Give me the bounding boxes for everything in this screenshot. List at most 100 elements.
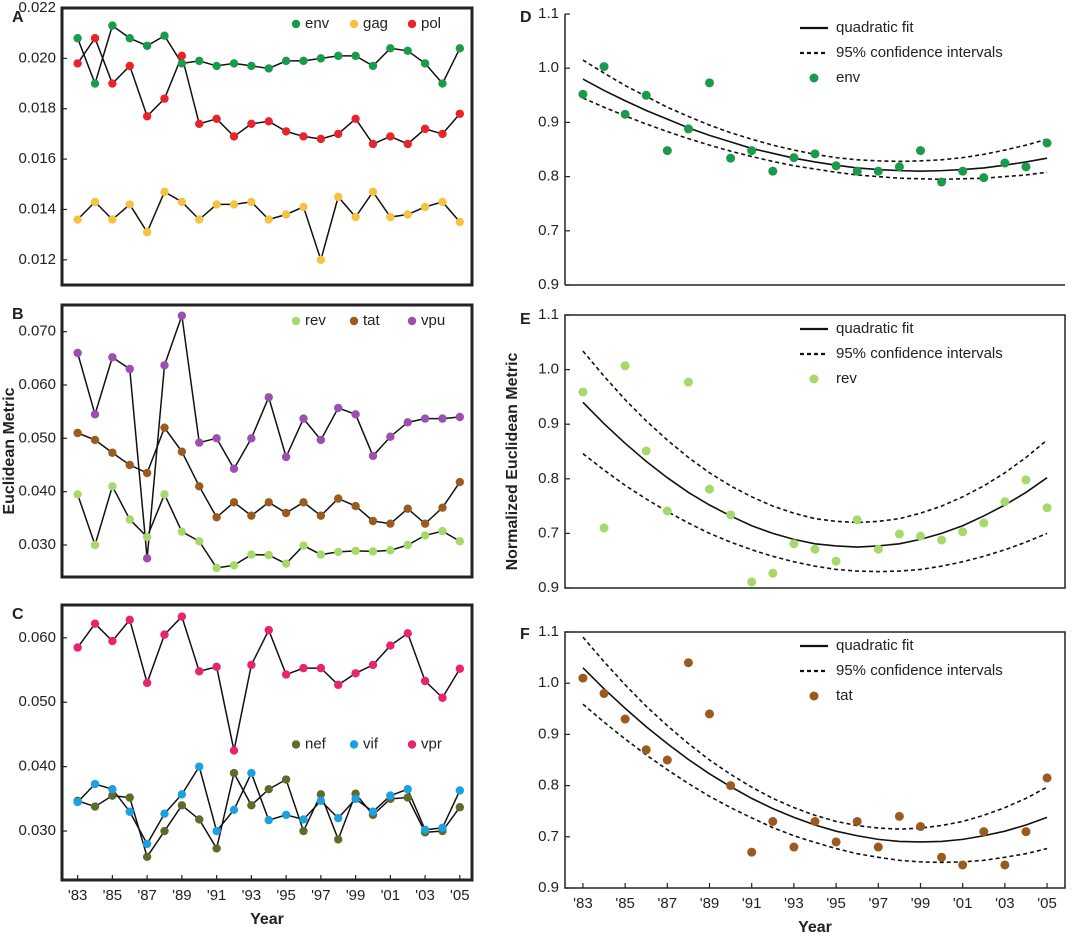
data-point <box>281 559 291 568</box>
data-point <box>334 547 343 557</box>
data-point <box>229 59 239 68</box>
data-point <box>160 809 169 818</box>
data-point <box>1000 860 1010 870</box>
y-tick-label: 0.8 <box>538 470 559 487</box>
data-point <box>662 506 672 516</box>
data-point <box>334 835 343 844</box>
legend-marker <box>291 316 301 326</box>
data-point <box>351 212 360 222</box>
data-point <box>705 484 715 494</box>
data-point <box>620 361 630 371</box>
data-point <box>316 511 326 520</box>
data-point <box>768 166 778 176</box>
x-tick-label: '85 <box>615 895 635 912</box>
legend-label: quadratic fit <box>836 19 914 36</box>
data-point <box>316 796 326 805</box>
data-point <box>316 255 326 265</box>
data-point <box>831 161 841 171</box>
data-point <box>979 173 989 183</box>
data-point <box>438 823 447 833</box>
legend-label: gag <box>363 15 388 32</box>
data-point <box>264 550 273 560</box>
y-tick-label: 0.8 <box>538 168 559 185</box>
data-point <box>195 815 204 824</box>
y-tick-label: 0.9 <box>538 113 559 130</box>
data-point <box>195 119 204 129</box>
x-tick-label: '87 <box>658 895 678 912</box>
data-point <box>281 775 291 784</box>
legend-marker <box>291 19 301 29</box>
data-point <box>368 660 378 670</box>
data-point <box>195 215 204 224</box>
data-point <box>229 132 239 141</box>
data-point <box>299 56 308 66</box>
data-point <box>229 805 239 815</box>
data-point <box>316 134 326 144</box>
data-point <box>212 61 221 71</box>
data-point <box>810 149 820 159</box>
data-point <box>160 423 169 432</box>
data-point <box>73 643 82 652</box>
data-point <box>160 187 169 197</box>
x-tick-label: '01 <box>953 895 973 912</box>
data-point <box>1042 773 1052 783</box>
data-point <box>160 94 169 103</box>
legend-label: rev <box>305 312 326 329</box>
legend-marker <box>407 316 417 326</box>
data-point <box>229 498 239 507</box>
x-axis-label: Year <box>250 911 284 928</box>
data-point <box>212 513 221 522</box>
data-point <box>455 217 465 227</box>
data-point <box>316 663 326 673</box>
data-point <box>247 550 256 559</box>
data-point <box>705 709 715 719</box>
data-point <box>403 210 412 219</box>
legend-label: tat <box>363 312 381 329</box>
data-point <box>1021 162 1031 172</box>
data-point <box>90 435 100 445</box>
data-point <box>810 816 820 826</box>
data-point <box>455 109 465 118</box>
data-point <box>873 166 883 176</box>
data-point <box>420 825 430 834</box>
panel-label: F <box>520 626 530 643</box>
data-point <box>142 41 152 50</box>
data-point <box>247 119 256 129</box>
x-axis-label: Year <box>798 919 832 936</box>
data-point <box>125 364 134 374</box>
data-point <box>403 629 412 638</box>
data-point <box>1000 497 1010 507</box>
legend-marker <box>349 740 359 749</box>
data-point <box>334 129 343 139</box>
data-point <box>420 202 430 212</box>
data-point <box>142 112 152 121</box>
series-line <box>77 36 461 145</box>
data-point <box>683 658 693 668</box>
data-point <box>125 460 134 470</box>
data-point <box>142 852 152 862</box>
legend-marker <box>809 691 819 701</box>
legend-marker <box>291 740 301 749</box>
data-point <box>125 793 134 802</box>
data-point <box>247 768 256 778</box>
data-point <box>229 561 239 570</box>
legend-label: 95% confidence intervals <box>836 662 1003 679</box>
data-point <box>403 793 412 802</box>
data-point <box>831 837 841 847</box>
data-point <box>142 468 152 478</box>
y-tick-label: 0.9 <box>538 276 559 293</box>
series-line <box>77 190 461 263</box>
data-point <box>177 612 187 621</box>
data-point <box>264 393 273 402</box>
data-point <box>142 227 152 237</box>
data-point <box>368 139 378 149</box>
legend-label: vif <box>363 735 379 752</box>
data-point <box>177 527 187 536</box>
data-point <box>299 663 308 673</box>
data-point <box>247 660 256 670</box>
data-point <box>578 673 588 683</box>
data-point <box>351 410 360 419</box>
data-point <box>683 377 693 387</box>
data-point <box>247 434 256 443</box>
series-line <box>77 615 461 751</box>
